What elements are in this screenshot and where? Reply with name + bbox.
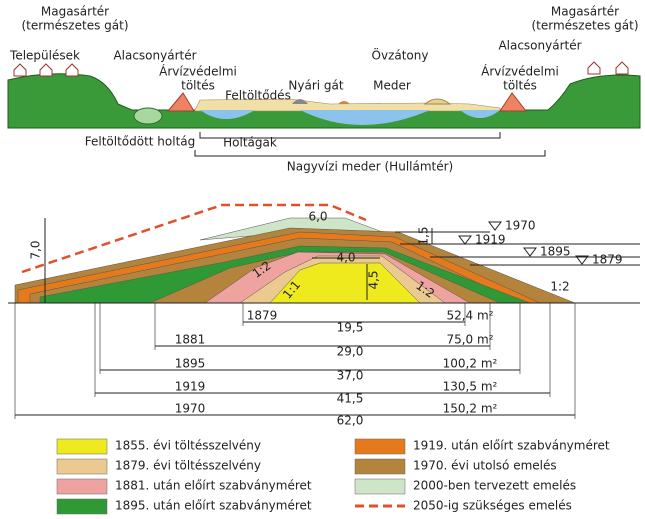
label: Övzátony — [372, 47, 429, 63]
legend-swatch — [56, 458, 108, 475]
area-label: 75,0 m² — [446, 333, 493, 347]
bump — [338, 101, 350, 104]
cross-section — [14, 203, 576, 304]
label: (természetes gát) — [21, 19, 128, 33]
level-marker — [458, 235, 472, 245]
year-label: 1919 — [175, 380, 206, 394]
legend-label: 1970. évi utolsó emelés — [413, 459, 557, 473]
width-label: 37,0 — [337, 369, 364, 383]
year-label: 1879 — [247, 309, 278, 323]
label: Magasártér — [551, 5, 619, 19]
width-label: 29,0 — [337, 345, 364, 359]
point-bar — [423, 98, 452, 105]
legend-swatch — [56, 498, 108, 515]
level-marker — [523, 247, 537, 257]
oxbow — [460, 110, 500, 118]
level-label: 1895 — [540, 245, 571, 259]
landscape — [7, 61, 641, 157]
level-label: 1919 — [475, 233, 506, 247]
river-channel — [300, 110, 430, 125]
width-label: 62,0 — [337, 414, 364, 428]
label: Meder — [373, 79, 411, 93]
legend-swatch — [354, 458, 406, 475]
label: Alacsonyártér — [498, 39, 581, 53]
dimension: 6,0 — [308, 210, 327, 224]
area-label: 52,4 m² — [446, 309, 493, 323]
dimension: 4,0 — [336, 251, 355, 265]
label: Települések — [9, 49, 80, 63]
label: Alacsonyártér — [113, 49, 196, 63]
level-marker — [575, 255, 589, 265]
filled-oxbow — [133, 107, 163, 125]
label: Feltöltődés — [225, 89, 291, 103]
legend-swatch — [56, 438, 108, 455]
label: töltés — [181, 79, 215, 93]
brace — [199, 132, 501, 139]
legend-label: 2000-ben tervezett emelés — [413, 479, 576, 493]
legend-label: 2050-ig szükséges emelés — [413, 499, 572, 513]
label: Feltöltődött holtág — [85, 135, 196, 149]
legend: 1855. évi töltésszelvény 1879. évi töltés… — [56, 438, 610, 515]
level-label: 1879 — [592, 253, 623, 267]
label: töltés — [503, 79, 537, 93]
legend-label: 1879. évi töltésszelvény — [115, 459, 261, 473]
dimension: 4,5 — [367, 270, 381, 289]
label: Árvízvédelmi — [159, 64, 237, 79]
width-label: 41,5 — [337, 392, 364, 406]
level-label: 1970 — [505, 219, 536, 233]
legend-label: 1881. után előírt szabványméret — [115, 479, 312, 493]
year-label: 1895 — [175, 357, 206, 371]
base-widths: 1879 19,5 52,4 m² 1881 29,0 75,0 m² 1895 37,0 10… — [14, 303, 576, 428]
label: Nagyvízi meder (Hullámtér) — [287, 160, 453, 174]
area-label: 130,5 m² — [443, 380, 498, 394]
planned-raise-line — [21, 203, 367, 274]
levee — [166, 92, 195, 112]
legend-label: 1919. után előírt szabványméret — [413, 439, 610, 453]
dimension: 1,5 — [417, 226, 431, 245]
brace — [194, 150, 546, 157]
legend-swatch — [354, 438, 406, 455]
width-label: 19,5 — [337, 321, 364, 335]
label: Magasártér — [41, 5, 109, 19]
levee — [499, 92, 528, 112]
dimension: 7,0 — [29, 240, 43, 259]
label: Nyári gát — [288, 79, 343, 93]
area-label: 150,2 m² — [443, 402, 498, 416]
year-label: 1970 — [175, 402, 206, 416]
level-marker — [488, 221, 502, 231]
area-label: 100,2 m² — [443, 357, 498, 371]
label: Holtágak — [223, 136, 277, 150]
slope: 1:2 — [550, 280, 569, 294]
legend-label: 1855. évi töltésszelvény — [115, 439, 261, 453]
houses — [13, 61, 629, 77]
legend-swatch — [354, 478, 406, 495]
summer-dike — [292, 99, 308, 104]
legend-label: 1895. után előírt szabványméret — [115, 499, 312, 513]
level-lines — [44, 218, 640, 303]
label: Árvízvédelmi — [481, 64, 559, 79]
year-label: 1881 — [175, 333, 206, 347]
oxbow — [200, 110, 255, 119]
legend-swatch — [56, 478, 108, 495]
label: (természetes gát) — [531, 19, 638, 33]
